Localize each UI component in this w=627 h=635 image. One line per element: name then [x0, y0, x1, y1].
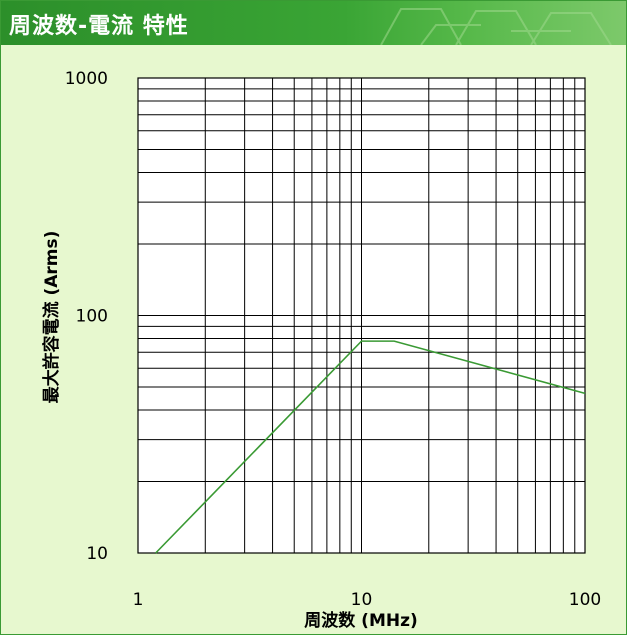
x-tick-label: 100 [569, 590, 601, 610]
series-line-0 [155, 340, 586, 554]
chart-title: 周波数-電流 特性 [9, 14, 189, 39]
y-tick-label: 100 [76, 307, 108, 327]
y-tick-label: 1000 [65, 69, 108, 89]
x-tick-label: 10 [351, 590, 373, 610]
title-bar: 周波数-電流 特性 [1, 1, 626, 45]
chart-svg: 1 10 100 10 100 1000 周波数 (MHz) 最大許容電流 (Arms) [41, 69, 602, 631]
grid-lines [138, 78, 585, 553]
series-layer [155, 340, 586, 554]
y-tick-label: 10 [86, 544, 108, 564]
y-axis-title: 最大許容電流 (Arms) [41, 231, 62, 404]
y-tick-labels: 10 100 1000 [65, 69, 108, 564]
x-tick-label: 1 [133, 590, 144, 610]
x-axis-title: 周波数 (MHz) [304, 610, 418, 631]
x-tick-labels: 1 10 100 [133, 590, 602, 610]
hexagon-pattern-decoration [380, 8, 612, 45]
